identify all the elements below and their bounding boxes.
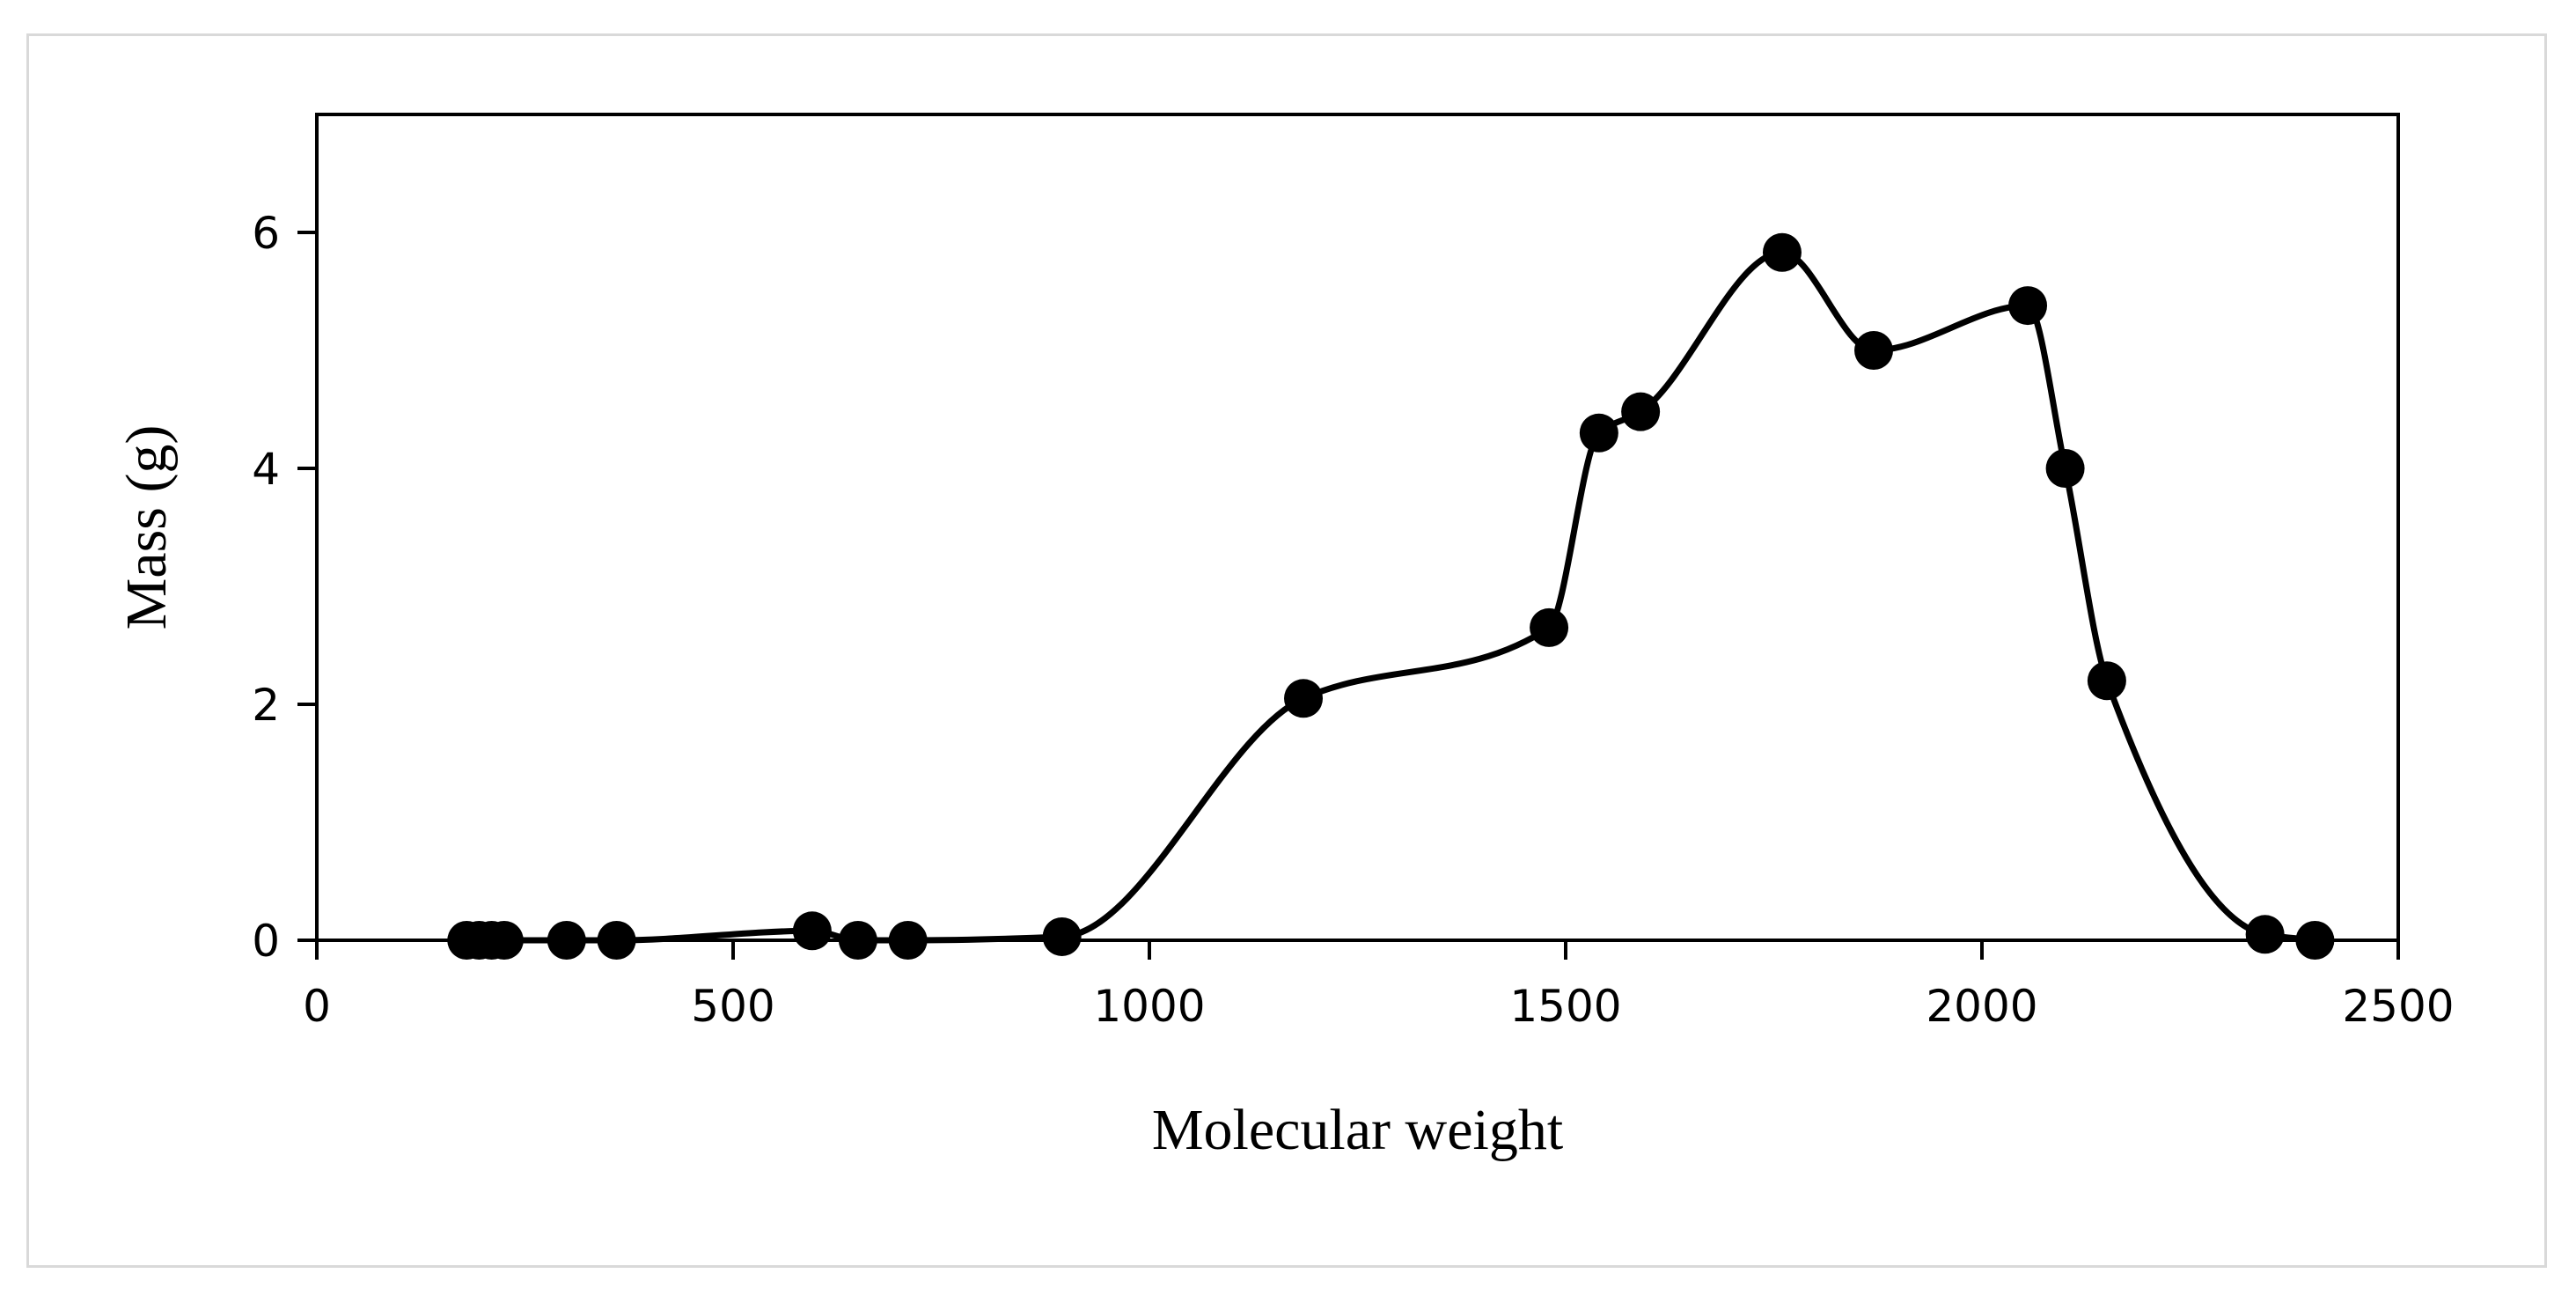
- y-tick-label: 2: [252, 680, 280, 731]
- y-tick-label: 0: [252, 916, 280, 967]
- x-tick-label: 500: [691, 981, 774, 1032]
- data-point: [1621, 392, 1661, 431]
- data-point: [888, 921, 928, 960]
- x-axis-title: Molecular weight: [1152, 1098, 1563, 1162]
- data-point: [1530, 607, 1569, 647]
- data-point: [838, 921, 877, 960]
- x-tick-label: 1500: [1509, 981, 1621, 1032]
- data-point: [2295, 921, 2335, 960]
- series-line: [463, 249, 2318, 944]
- data-point: [2087, 661, 2126, 701]
- data-point: [597, 921, 636, 960]
- data-point: [2008, 286, 2048, 326]
- plot-area: [315, 113, 2400, 942]
- x-axis: 0 500 1000 1500 2000 2500: [303, 940, 2455, 1032]
- y-axis-title: Mass (g): [114, 425, 179, 630]
- x-tick-label: 2000: [1926, 981, 2037, 1032]
- chart-frame: [26, 33, 2547, 1268]
- data-point: [1284, 679, 1324, 718]
- data-point: [547, 921, 586, 960]
- y-tick-label: 6: [252, 208, 280, 259]
- y-tick-label: 4: [252, 444, 280, 495]
- y-axis: 0 2 4 6: [252, 208, 317, 967]
- data-point: [1762, 232, 1802, 272]
- series-markers: [447, 232, 2335, 960]
- data-point: [1579, 413, 1618, 453]
- data-point: [1854, 331, 1894, 370]
- data-point: [484, 921, 524, 960]
- x-tick-label: 2500: [2342, 981, 2454, 1032]
- x-tick-label: 1000: [1093, 981, 1205, 1032]
- data-point: [792, 911, 832, 951]
- data-point: [2245, 915, 2285, 954]
- data-point: [2045, 449, 2085, 488]
- data-point: [1042, 917, 1082, 956]
- x-tick-label: 0: [303, 981, 331, 1032]
